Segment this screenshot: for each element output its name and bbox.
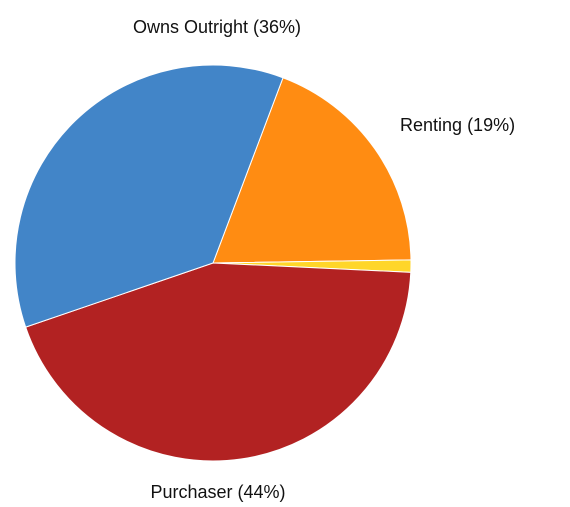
slice-category: Purchaser [150, 482, 232, 502]
slice-value-label: (44%) [238, 482, 286, 502]
slice-value-label: (36%) [253, 17, 301, 37]
slice-value-label: (19%) [467, 115, 515, 135]
slice-label: Renting (19%) [400, 115, 515, 135]
pie-slice [25, 262, 412, 462]
pie-slice [14, 64, 284, 328]
slice-label: Purchaser (44%) [150, 482, 285, 502]
pie-slice [212, 77, 412, 264]
slice-category: Owns Outright [133, 17, 248, 37]
slice-category: Renting [400, 115, 462, 135]
slice-label: Owns Outright (36%) [133, 17, 301, 37]
